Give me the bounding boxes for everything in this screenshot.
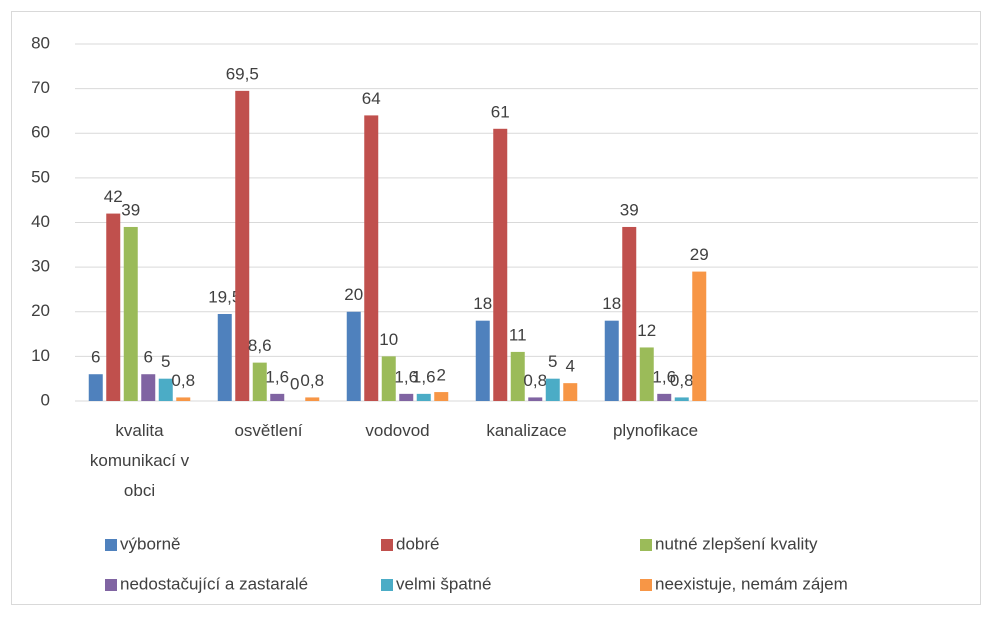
data-label: 5 bbox=[548, 352, 557, 371]
data-label: 12 bbox=[637, 321, 656, 340]
bar bbox=[364, 115, 379, 402]
bar bbox=[475, 320, 490, 401]
bar bbox=[123, 226, 138, 401]
bar bbox=[106, 213, 121, 401]
bar bbox=[141, 374, 156, 401]
x-tick-line: osvětlení bbox=[234, 421, 302, 440]
y-tick-label: 20 bbox=[31, 301, 50, 320]
y-tick-label: 60 bbox=[31, 123, 50, 142]
data-label: 0 bbox=[290, 374, 299, 393]
data-label: 10 bbox=[379, 330, 398, 349]
bar bbox=[563, 383, 578, 401]
data-label: 11 bbox=[509, 325, 527, 344]
y-tick-label: 30 bbox=[31, 257, 50, 276]
bar bbox=[235, 90, 250, 401]
bar bbox=[305, 397, 320, 401]
data-label: 0,8 bbox=[300, 371, 324, 390]
data-label: 1,6 bbox=[265, 367, 289, 386]
legend-label: dobré bbox=[396, 534, 439, 553]
y-tick-label: 40 bbox=[31, 212, 50, 231]
legend-label: velmi špatné bbox=[396, 574, 491, 593]
bar bbox=[622, 226, 637, 401]
legend-label: výborně bbox=[120, 534, 180, 553]
data-label: 18 bbox=[602, 294, 621, 313]
data-label: 39 bbox=[620, 200, 639, 219]
legend-label: nedostačující a zastaralé bbox=[120, 574, 308, 593]
data-label: 1,6 bbox=[394, 367, 418, 386]
x-tick-line: plynofikace bbox=[613, 421, 698, 440]
bar bbox=[252, 362, 267, 401]
x-tick-line: vodovod bbox=[365, 421, 429, 440]
data-label: 4 bbox=[566, 357, 575, 376]
bar bbox=[270, 393, 285, 401]
legend-swatch bbox=[640, 579, 652, 591]
bar bbox=[416, 393, 431, 401]
legend-swatch bbox=[105, 539, 117, 551]
data-label: 39 bbox=[121, 200, 140, 219]
y-tick-label: 80 bbox=[31, 33, 50, 52]
x-tick-label: kvalita komunikací v obci bbox=[90, 421, 190, 500]
data-label: 5 bbox=[161, 352, 170, 371]
x-tick-line: kanalizace bbox=[486, 421, 566, 440]
legend-label: nutné zlepšení kvality bbox=[655, 534, 818, 553]
bar bbox=[158, 378, 173, 401]
data-label: 1,6 bbox=[652, 367, 676, 386]
data-label: 0,8 bbox=[670, 371, 694, 390]
data-label: 0,8 bbox=[171, 371, 195, 390]
data-label: 1,6 bbox=[412, 367, 436, 386]
bar bbox=[493, 128, 508, 401]
legend-swatch bbox=[381, 579, 393, 591]
x-tick-label: vodovod bbox=[365, 421, 429, 440]
bar bbox=[176, 397, 191, 401]
data-label: 69,5 bbox=[226, 64, 259, 83]
legend-swatch bbox=[381, 539, 393, 551]
data-label: 6 bbox=[144, 348, 153, 367]
y-tick-label: 50 bbox=[31, 167, 50, 186]
x-tick-line: komunikací v bbox=[90, 451, 190, 470]
data-label: 20 bbox=[344, 285, 363, 304]
bar bbox=[604, 320, 619, 401]
bar bbox=[399, 393, 414, 401]
bar bbox=[657, 393, 672, 401]
data-label: 29 bbox=[690, 245, 709, 264]
legend-swatch bbox=[105, 579, 117, 591]
y-tick-label: 0 bbox=[41, 390, 50, 409]
data-label: 19,5 bbox=[208, 287, 241, 306]
y-tick-label: 10 bbox=[31, 346, 50, 365]
legend-swatch bbox=[640, 539, 652, 551]
data-label: 18 bbox=[473, 294, 492, 313]
bar bbox=[434, 392, 449, 401]
x-tick-label: osvětlení bbox=[234, 421, 302, 440]
x-tick-line: kvalita bbox=[115, 421, 164, 440]
bar bbox=[692, 271, 707, 401]
bar bbox=[217, 313, 232, 401]
bar bbox=[510, 351, 525, 401]
x-tick-label: plynofikace bbox=[613, 421, 698, 440]
bar bbox=[639, 347, 654, 401]
bar bbox=[346, 311, 361, 401]
data-label: 64 bbox=[362, 89, 381, 108]
bar bbox=[88, 374, 103, 401]
data-label: 61 bbox=[491, 102, 510, 121]
bar bbox=[674, 397, 689, 401]
bar bbox=[381, 356, 396, 401]
x-tick-label: kanalizace bbox=[486, 421, 566, 440]
y-tick-label: 70 bbox=[31, 78, 50, 97]
data-label: 2 bbox=[437, 366, 446, 385]
x-tick-line: obci bbox=[124, 481, 155, 500]
bar bbox=[528, 397, 543, 401]
data-label: 6 bbox=[91, 348, 100, 367]
data-label: 8,6 bbox=[248, 336, 272, 355]
data-label: 42 bbox=[104, 187, 123, 206]
bar bbox=[545, 378, 560, 401]
data-label: 0,8 bbox=[523, 371, 547, 390]
legend-label: neexistuje, nemám zájem bbox=[655, 574, 848, 593]
